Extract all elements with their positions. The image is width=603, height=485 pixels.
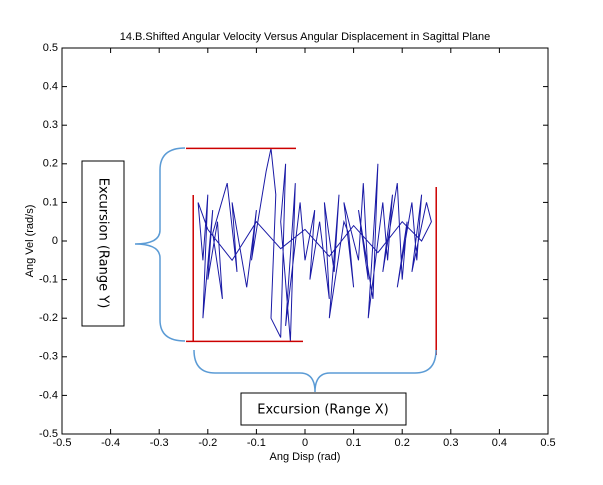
- chart-title: 14.B.Shifted Angular Velocity Versus Ang…: [120, 31, 491, 43]
- y-annotation: Excursion (Range Y): [96, 178, 111, 309]
- y-tick-label: 0.5: [43, 42, 58, 54]
- x-tick-label: 0.5: [540, 437, 555, 449]
- x-tick-label: -0.5: [53, 437, 72, 449]
- y-tick-label: -0.5: [39, 428, 58, 440]
- x-tick-label: 0: [302, 437, 308, 449]
- x-tick-label: 0.1: [346, 437, 361, 449]
- y-tick-label: 0.3: [43, 119, 58, 131]
- x-tick-label: 0.2: [395, 437, 410, 449]
- x-tick-label: -0.1: [247, 437, 266, 449]
- y-tick-label: 0.2: [43, 158, 58, 170]
- y-tick-label: 0.1: [43, 196, 58, 208]
- y-tick-label: -0.4: [39, 389, 58, 401]
- y-tick-label: -0.2: [39, 312, 58, 324]
- y-tick-label: -0.3: [39, 351, 58, 363]
- y-axis-label: Ang Vel (rad/s): [24, 205, 36, 278]
- x-axis-label: Ang Disp (rad): [270, 451, 341, 463]
- plot-area: -0.5 -0.4 -0.3 -0.2 -0.1 0 0.1 0.2 0.3 0.4 0.5 -0.5…: [39, 42, 556, 449]
- x-brace: [193, 349, 437, 393]
- y-tick-label: 0: [52, 235, 58, 247]
- x-tick-label: -0.4: [101, 437, 120, 449]
- data-line: [197, 148, 432, 342]
- x-tick-label: 0.3: [443, 437, 458, 449]
- y-tick-label: -0.1: [39, 274, 58, 286]
- x-tick-label: -0.3: [150, 437, 169, 449]
- x-tick-label: 0.4: [492, 437, 507, 449]
- y-tick-label: 0.4: [43, 81, 58, 93]
- y-brace: [134, 147, 186, 342]
- x-annotation-box: [240, 392, 407, 426]
- y-annotation-box: [81, 160, 125, 327]
- x-annotation: Excursion (Range X): [257, 403, 389, 418]
- x-tick-label: -0.2: [198, 437, 217, 449]
